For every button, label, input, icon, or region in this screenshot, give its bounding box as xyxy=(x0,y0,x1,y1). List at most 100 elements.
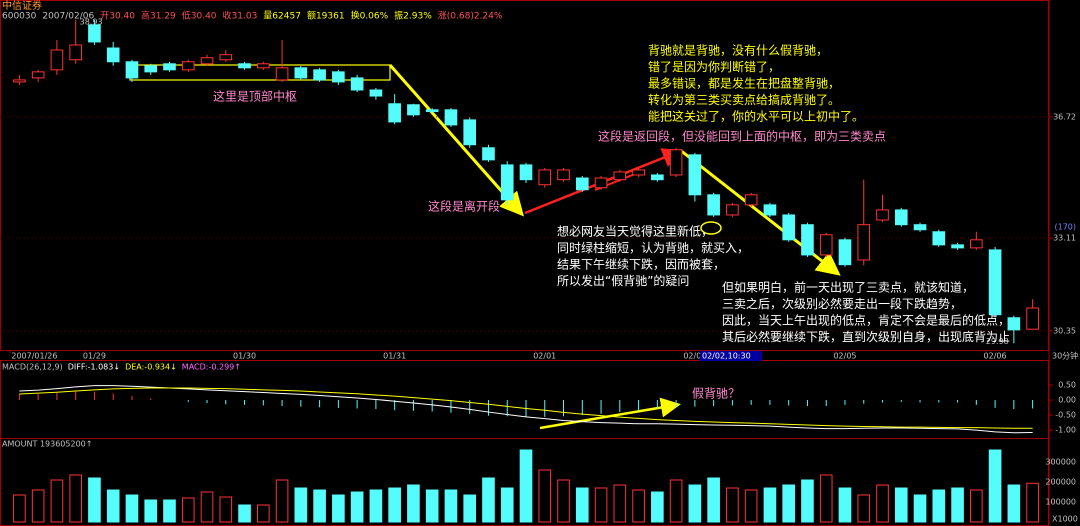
volume-bar xyxy=(744,489,758,523)
candle-body xyxy=(688,154,702,196)
volume-bar xyxy=(69,474,82,523)
annotation-line: 因此，当天上午出现的低点，肯定不会是最后的低点， xyxy=(722,313,1010,328)
candle-body xyxy=(763,204,777,216)
header-item: 量62457 xyxy=(263,11,301,22)
candle-body xyxy=(275,67,289,81)
volume-bar xyxy=(538,469,552,523)
volume-bar xyxy=(876,484,889,523)
volume-bar xyxy=(275,479,289,523)
volume-bar xyxy=(651,491,664,523)
header-item: 高31.29 xyxy=(141,10,176,22)
candle-body xyxy=(894,209,908,226)
annotation-line: 背驰就是背驰，没有什么假背驰， xyxy=(648,43,828,58)
candle-body xyxy=(744,194,758,206)
y-tick-label: 200000 xyxy=(1045,478,1076,487)
candle-body xyxy=(369,89,383,97)
annotation-line: 但如果明白，前一天出现了三卖点，就该知道， xyxy=(722,280,974,295)
volume-bar xyxy=(332,494,345,523)
volume-bar xyxy=(726,487,739,523)
candle-body xyxy=(350,77,364,91)
plot: 600030 2007/02/06 开30.40 高31.29 低30.40 收31.03… xyxy=(0,10,1078,524)
annotation-line: 同时绿柱缩短，认为背驰，就买入， xyxy=(557,240,749,255)
volume-bar xyxy=(782,484,796,523)
candle-body xyxy=(651,174,664,181)
unit-label: X1000 xyxy=(1052,515,1078,524)
candle-body xyxy=(407,104,420,116)
volume-bar xyxy=(613,484,627,523)
header-item: 涨(0.68)2.24% xyxy=(438,11,503,22)
volume-bar xyxy=(50,479,64,523)
candle-body xyxy=(726,204,739,216)
volume-bar xyxy=(575,487,589,523)
annotation-line: 最多错误，都是发生在把盘整背驰， xyxy=(648,76,840,91)
candle-body xyxy=(594,177,608,189)
candle-body xyxy=(106,47,120,63)
candle-body xyxy=(538,169,552,186)
annotation: 这段是返回段，但没能回到上面的中枢，即为三类卖点 xyxy=(598,129,886,144)
header-item: 振2.93% xyxy=(394,10,432,22)
min-marker: 29.98 xyxy=(986,337,1009,346)
candle-body xyxy=(256,63,270,69)
volume-bar xyxy=(819,474,833,523)
volume-bar xyxy=(88,477,101,523)
volume-bar xyxy=(219,496,233,523)
volume-bar xyxy=(181,497,195,523)
candle-body xyxy=(632,169,645,176)
x-tick-label: 2007/01/26 xyxy=(11,352,57,361)
y-tick-label: 0.50 xyxy=(1058,381,1076,390)
y-tick-label: 30.35 xyxy=(1053,326,1076,335)
max-marker: 38.93 xyxy=(80,18,103,27)
candle-body xyxy=(1007,317,1021,331)
candle-body xyxy=(819,234,833,256)
header-item: 换0.06% xyxy=(351,10,389,22)
candle-body xyxy=(88,24,101,43)
candle-body xyxy=(932,231,946,246)
volume-bar xyxy=(144,499,158,523)
annotation-line: 三卖之后，次级别必然要走出一段下跌趋势， xyxy=(722,296,962,311)
candle-body xyxy=(669,149,683,176)
x-tick-label: 01/29 xyxy=(83,352,106,361)
candle-body xyxy=(313,69,326,81)
macd-title: DEA:-0.934↓ xyxy=(125,363,177,372)
volume-bar xyxy=(1007,484,1021,523)
candle-body xyxy=(163,63,176,71)
annotation-line: 能把这关过了，你的水平可以上初中了。 xyxy=(648,109,864,124)
x-tick-label: 01/30 xyxy=(233,352,256,361)
candle-body xyxy=(388,103,401,123)
volume-bar xyxy=(970,489,983,523)
volume-bar xyxy=(894,487,908,523)
volume-bar xyxy=(838,487,852,523)
y-tick-label: 33.11 xyxy=(1053,234,1076,243)
volume-bar xyxy=(801,479,814,523)
macd-title: MACD(26,12,9) xyxy=(2,363,63,372)
candle-body xyxy=(557,169,570,181)
volume-bar xyxy=(632,489,645,523)
header-item: 600030 xyxy=(2,12,37,22)
candle-body xyxy=(425,109,439,112)
volume-bar xyxy=(669,479,683,523)
volume-bar xyxy=(31,489,45,523)
candle-body xyxy=(31,71,45,79)
candle-body xyxy=(913,224,927,231)
candle-body xyxy=(988,249,1002,316)
annotation: 假背驰？ xyxy=(692,387,740,401)
candle-body xyxy=(801,224,814,256)
volume-bar xyxy=(256,504,270,523)
candle-body xyxy=(951,244,964,249)
candle-body xyxy=(200,57,214,65)
volume-bar xyxy=(519,449,533,523)
header-item: 开30.40 xyxy=(100,11,135,22)
volume-bar xyxy=(463,494,477,523)
stock-name: 中信证券 xyxy=(2,0,42,12)
annotation: 这里是顶部中枢 xyxy=(213,89,297,104)
annotation-line: 所以发出“假背驰”的疑问 xyxy=(557,273,689,288)
candle-body xyxy=(482,147,495,161)
candle-body xyxy=(463,119,477,146)
volume-bar xyxy=(13,494,26,523)
y-tick-label: -0.50 xyxy=(1055,411,1076,420)
volume-bar xyxy=(369,489,383,523)
volume-bar xyxy=(313,489,326,523)
candle-body xyxy=(50,49,64,71)
candle-body xyxy=(613,171,627,181)
